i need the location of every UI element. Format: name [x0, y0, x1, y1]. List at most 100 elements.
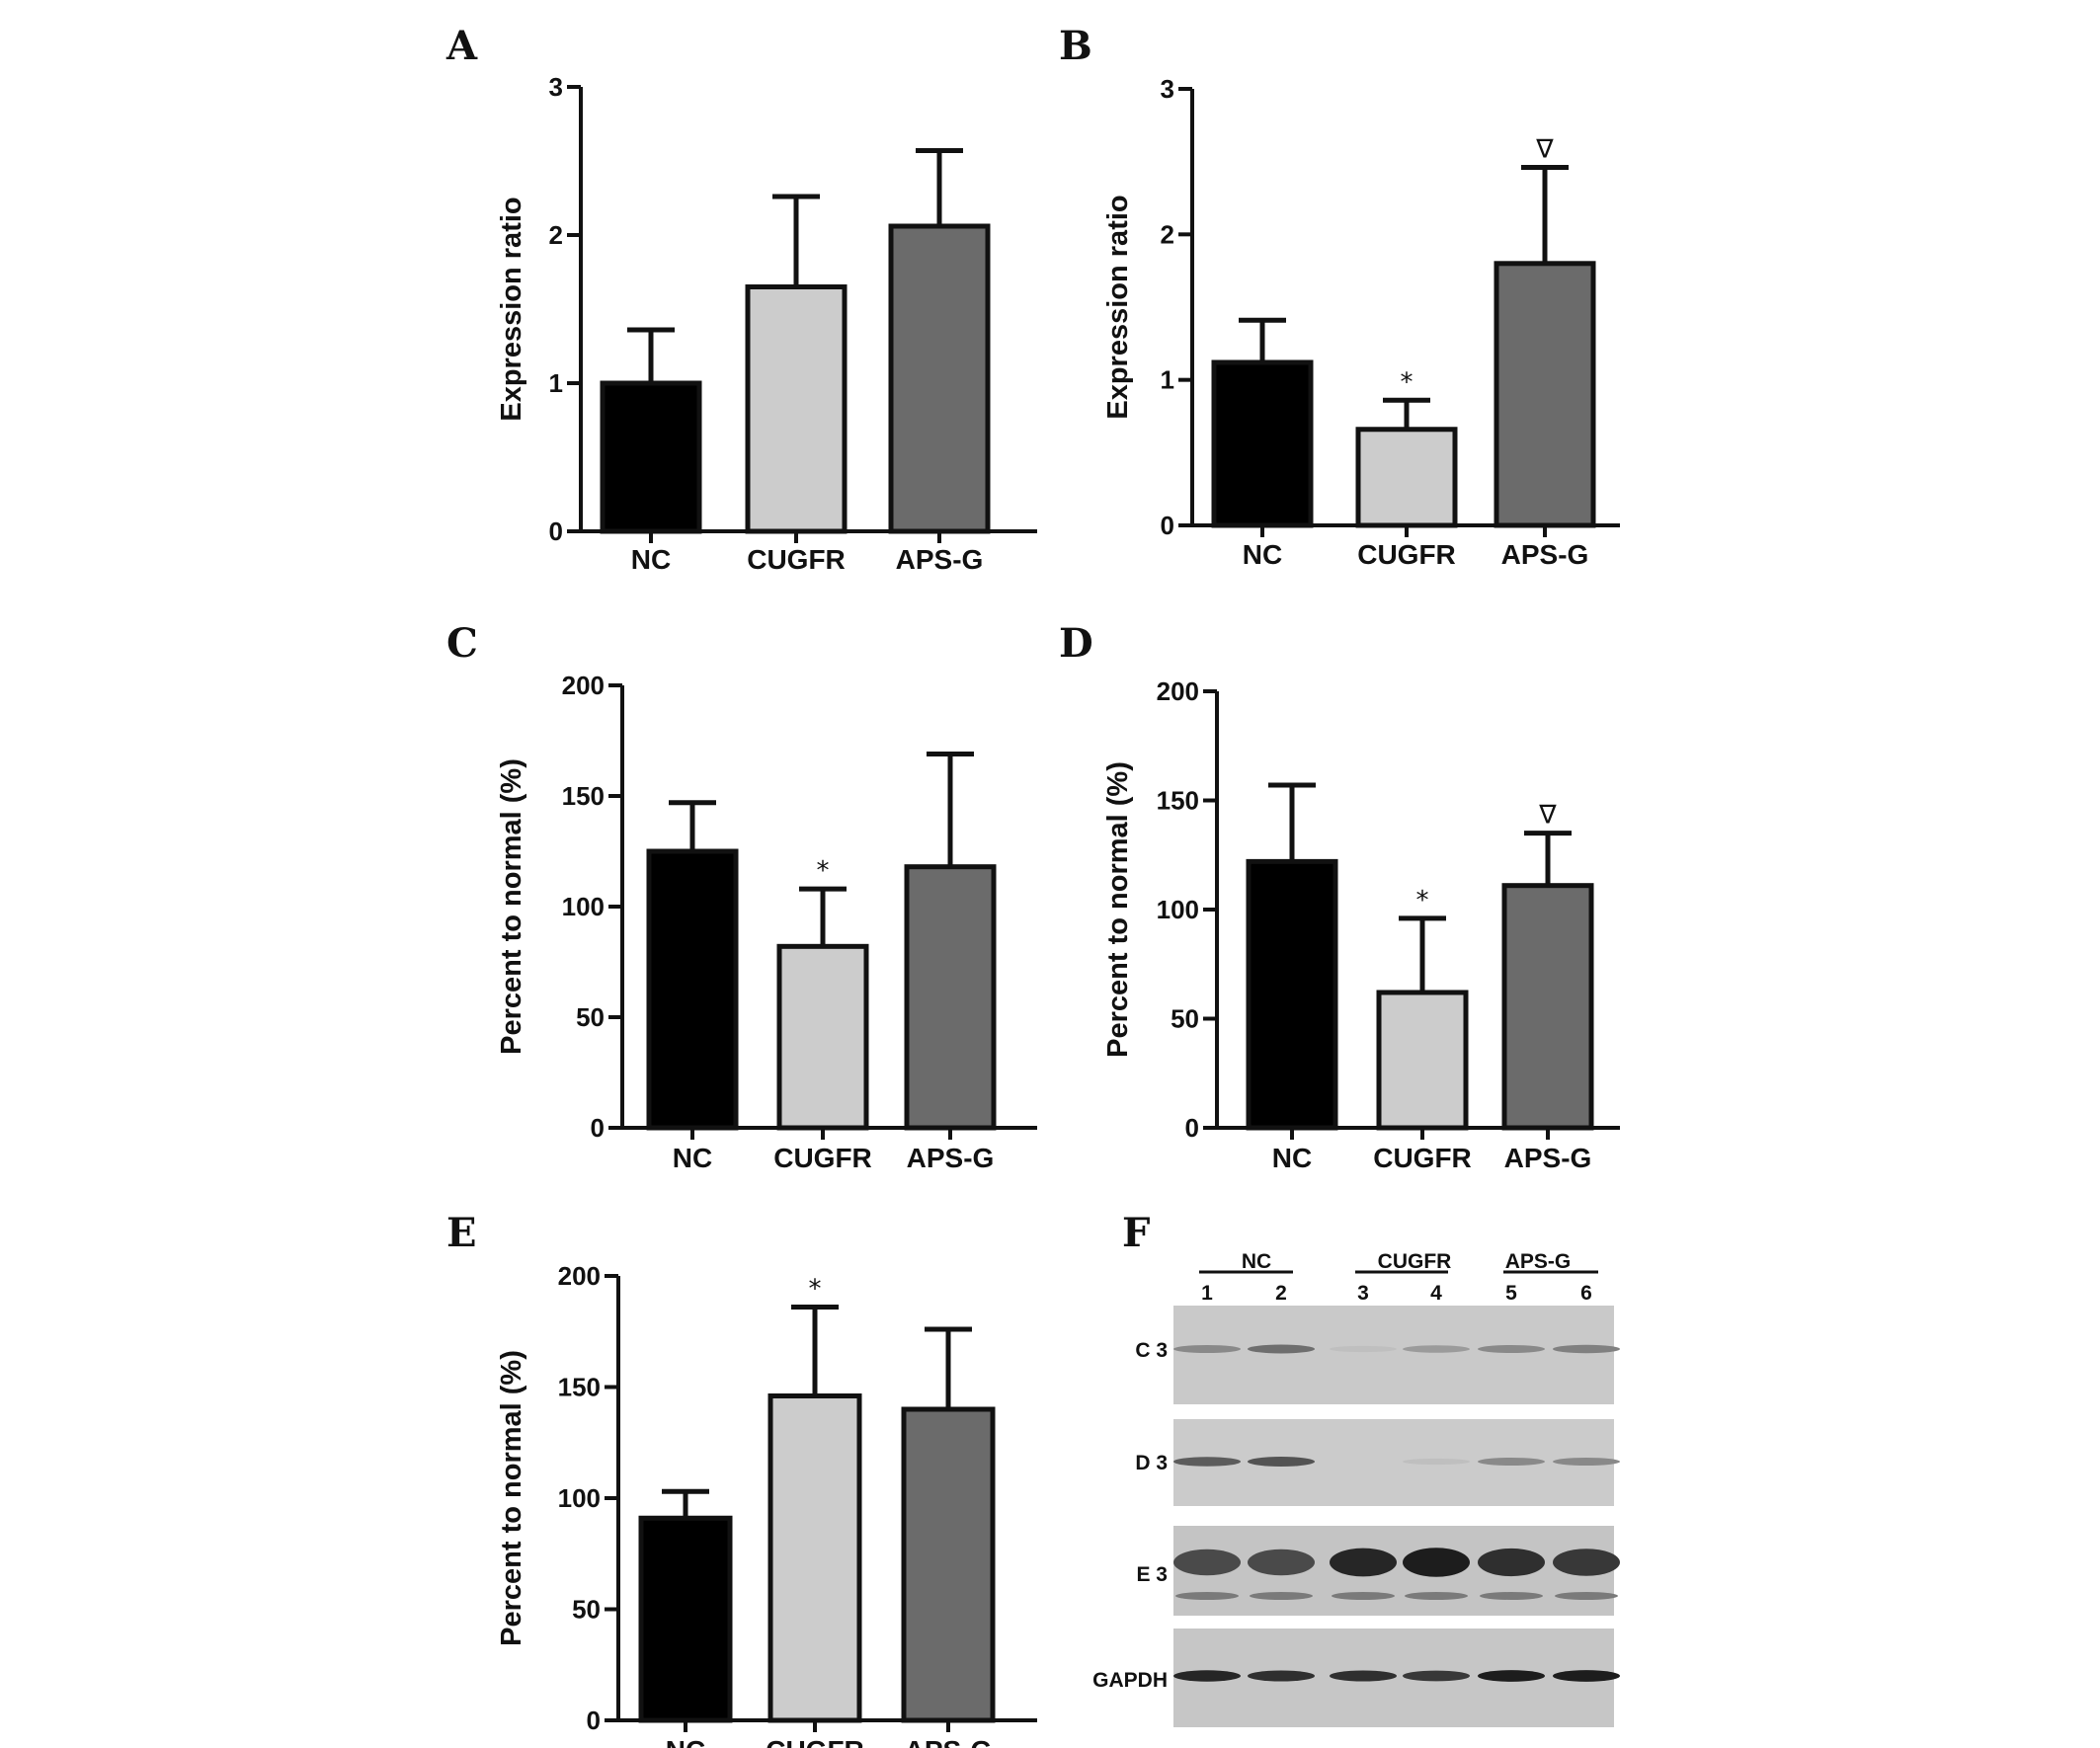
y-tick-label: 100	[558, 1483, 601, 1513]
blot-band	[1248, 1670, 1315, 1682]
significance-marker: ∇	[1535, 135, 1554, 165]
blot-membrane	[1173, 1306, 1614, 1404]
bar-nc	[646, 848, 739, 1131]
panel-letter: D	[1059, 620, 1093, 667]
group-label: APS-G	[1505, 1250, 1572, 1273]
chart-panel-d: D NC * CUGFR ∇ APS-G 0 50 100 150 200 Percent to no…	[1059, 620, 1620, 1173]
bar-aps-g	[1494, 261, 1596, 528]
blot-band	[1330, 1670, 1397, 1682]
y-tick-label: 200	[558, 1261, 601, 1291]
category-label: APS-G	[1504, 1143, 1592, 1173]
blot-row: E 3	[1136, 1526, 1620, 1616]
blot-row: D 3	[1135, 1419, 1620, 1506]
group-label: CUGFR	[1378, 1250, 1452, 1273]
y-tick-label: 100	[562, 892, 605, 921]
blot-membrane	[1173, 1526, 1614, 1616]
blot-band	[1478, 1457, 1545, 1467]
y-tick-label: 0	[591, 1113, 605, 1143]
panel-letter: C	[446, 620, 478, 667]
blot-band-lower	[1175, 1592, 1239, 1600]
chart-panel-c: C NC * CUGFR APS-G 0 50 100 150 200 Percent to nor…	[446, 620, 1037, 1173]
blot-band	[1173, 1344, 1241, 1354]
blot-band	[1478, 1548, 1545, 1577]
blot-panel-f: F NC CUGFR APS-G 1 2 3 4 5 6 C 3 D 3 E 3 GAPDH	[1092, 1210, 1620, 1727]
y-axis-title: Percent to normal (%)	[496, 1350, 527, 1646]
category-label: CUGFR	[1357, 539, 1456, 570]
category-label: APS-G	[905, 1735, 993, 1748]
panel-letter: F	[1122, 1210, 1150, 1256]
y-tick-label: 150	[1157, 786, 1199, 816]
y-tick-label: 200	[1157, 676, 1199, 706]
blot-row-label: D 3	[1135, 1452, 1168, 1474]
lane-number: 2	[1275, 1282, 1287, 1305]
blot-band	[1330, 1345, 1397, 1353]
blot-band	[1173, 1549, 1241, 1576]
y-tick-label: 0	[1161, 511, 1174, 540]
y-axis-title: Expression ratio	[496, 197, 527, 421]
blot-band	[1553, 1457, 1620, 1467]
bar-nc	[600, 380, 702, 534]
y-tick-label: 3	[549, 72, 563, 102]
y-tick-label: 3	[1161, 74, 1174, 104]
blot-band-lower	[1405, 1592, 1468, 1600]
category-label: CUGFR	[747, 544, 846, 575]
bar-nc	[1246, 858, 1338, 1131]
category-label: CUGFR	[1373, 1143, 1472, 1173]
bar-aps-g	[904, 864, 997, 1131]
group-label: NC	[1242, 1250, 1271, 1273]
blot-band	[1478, 1344, 1545, 1354]
blot-band-lower	[1332, 1592, 1395, 1600]
blot-band	[1248, 1457, 1315, 1467]
blot-row-label: C 3	[1135, 1339, 1168, 1362]
category-label: APS-G	[896, 544, 984, 575]
y-axis-title: Percent to normal (%)	[1102, 761, 1134, 1058]
category-label: NC	[631, 544, 671, 575]
lane-number: 3	[1357, 1282, 1369, 1305]
y-tick-label: 0	[1185, 1113, 1199, 1143]
y-tick-label: 0	[549, 516, 563, 546]
category-label: NC	[1243, 539, 1282, 570]
category-label: NC	[673, 1143, 712, 1173]
bar-cugfr	[1355, 427, 1458, 528]
blot-band	[1478, 1670, 1545, 1682]
bar-cugfr	[767, 1393, 862, 1723]
significance-marker: *	[809, 1275, 822, 1305]
bar-aps-g	[901, 1406, 996, 1723]
blot-row: GAPDH	[1092, 1629, 1620, 1727]
bar-cugfr	[1376, 990, 1469, 1131]
blot-band	[1403, 1670, 1470, 1682]
y-tick-label: 1	[1161, 365, 1174, 395]
y-tick-label: 2	[549, 220, 563, 250]
blot-band-lower	[1250, 1592, 1313, 1600]
category-label: APS-G	[1501, 539, 1589, 570]
y-axis-title: Percent to normal (%)	[496, 758, 527, 1055]
significance-marker: ∇	[1538, 801, 1557, 831]
y-tick-label: 50	[572, 1595, 601, 1625]
bar-aps-g	[1501, 883, 1594, 1131]
lane-number: 6	[1580, 1282, 1592, 1305]
y-tick-label: 1	[549, 368, 563, 398]
panel-letter: E	[446, 1210, 477, 1256]
lane-number: 1	[1201, 1282, 1213, 1305]
blot-band	[1248, 1344, 1315, 1354]
blot-band	[1248, 1549, 1315, 1576]
lane-number: 5	[1505, 1282, 1517, 1305]
bar-nc	[638, 1515, 733, 1723]
y-tick-label: 50	[576, 1002, 605, 1032]
significance-marker: *	[1401, 367, 1413, 397]
chart-panel-b: B NC * CUGFR ∇ APS-G 0 1 2 3 Expression ratio	[1059, 23, 1620, 570]
y-tick-label: 150	[562, 781, 605, 811]
category-label: CUGFR	[766, 1735, 864, 1748]
blot-band	[1553, 1549, 1620, 1576]
bar-cugfr	[745, 284, 848, 534]
y-tick-label: 150	[558, 1373, 601, 1402]
bar-nc	[1211, 359, 1314, 528]
bar-aps-g	[888, 223, 991, 534]
panel-letter: A	[445, 23, 478, 69]
category-label: CUGFR	[773, 1143, 872, 1173]
blot-row: C 3	[1135, 1306, 1620, 1404]
blot-band	[1553, 1670, 1620, 1682]
blot-band	[1173, 1457, 1241, 1467]
blot-band	[1403, 1548, 1470, 1577]
